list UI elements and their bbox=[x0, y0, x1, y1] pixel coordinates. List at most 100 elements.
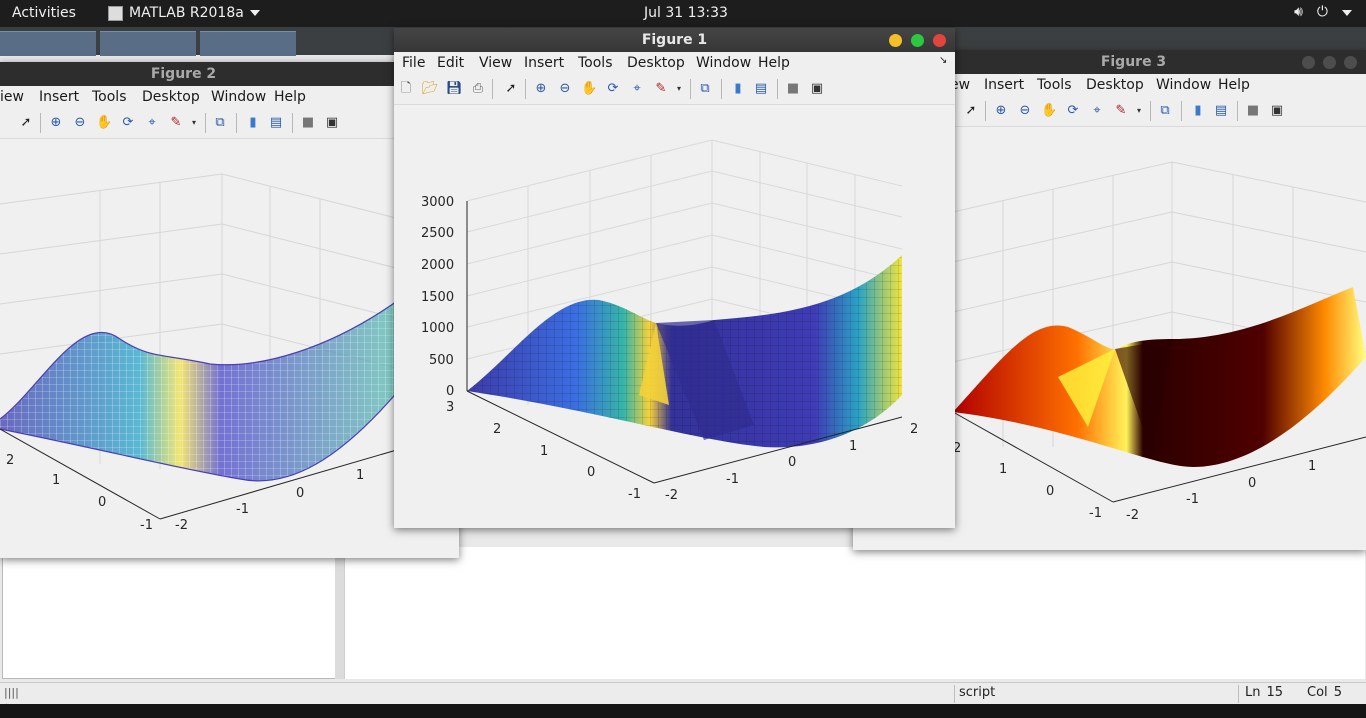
link-plot-icon[interactable]: ⧉ bbox=[215, 115, 225, 130]
menu-desktop[interactable]: Desktop bbox=[1086, 77, 1144, 93]
data-cursor-icon[interactable]: ⌖ bbox=[1093, 103, 1101, 118]
figure-1-axes[interactable]: 3000 2500 2000 1500 1000 500 0 3 2 1 0 -… bbox=[394, 105, 955, 528]
menu-window[interactable]: Window bbox=[1156, 77, 1212, 93]
pan-icon[interactable]: ✋ bbox=[96, 115, 113, 130]
app-menu[interactable]: MATLAB R2018a bbox=[108, 5, 260, 21]
menu-window[interactable]: Window bbox=[211, 89, 267, 105]
rotate-icon[interactable]: ⟳ bbox=[122, 115, 134, 130]
pointer-icon[interactable]: ➚ bbox=[20, 115, 32, 130]
brush-icon[interactable]: ✎ bbox=[170, 115, 182, 130]
pointer-icon[interactable]: ➚ bbox=[965, 103, 977, 118]
brush-dropdown-icon[interactable]: ▾ bbox=[676, 84, 681, 93]
open-file-icon[interactable]: 📂︎ bbox=[422, 81, 439, 96]
pan-icon[interactable]: ✋ bbox=[581, 81, 598, 96]
close-button[interactable] bbox=[1344, 56, 1357, 69]
menu-desktop[interactable]: Desktop bbox=[142, 89, 200, 105]
dock-figure-icon[interactable]: ↘ bbox=[939, 55, 948, 66]
volume-icon[interactable]: 🔊︎ bbox=[1294, 4, 1303, 20]
legend-icon[interactable]: ▤ bbox=[269, 115, 283, 130]
menu-tools[interactable]: Tools bbox=[1037, 77, 1072, 93]
menu-tools[interactable]: Tools bbox=[92, 89, 127, 105]
show-plot-tools-icon[interactable]: ▣ bbox=[325, 115, 339, 130]
show-plot-tools-icon[interactable]: ▣ bbox=[1270, 103, 1284, 118]
zoom-out-icon[interactable]: ⊖ bbox=[74, 115, 86, 130]
maximize-button[interactable] bbox=[911, 34, 924, 47]
menu-help[interactable]: Help bbox=[758, 55, 790, 71]
menu-file[interactable]: File bbox=[402, 55, 426, 71]
save-icon[interactable]: 💾︎ bbox=[446, 81, 463, 96]
editor-panel[interactable] bbox=[344, 547, 1365, 679]
clock[interactable]: Jul 31 13:33 bbox=[644, 5, 728, 21]
desktop-tab[interactable] bbox=[100, 31, 196, 56]
col-value: 5 bbox=[1333, 685, 1342, 700]
desktop-tab[interactable] bbox=[200, 31, 296, 56]
maximize-button[interactable] bbox=[1323, 56, 1336, 69]
brush-dropdown-icon[interactable]: ▾ bbox=[191, 118, 196, 127]
figure-2-axes[interactable]: 2 1 0 -1 -2 -1 0 1 bbox=[0, 139, 459, 558]
menu-view[interactable]: ew bbox=[950, 77, 971, 93]
menu-help[interactable]: Help bbox=[274, 89, 306, 105]
pointer-icon[interactable]: ➚ bbox=[505, 81, 517, 96]
show-plot-tools-icon[interactable]: ▣ bbox=[810, 81, 824, 96]
zoom-out-icon[interactable]: ⊖ bbox=[1019, 103, 1031, 118]
legend-icon[interactable]: ▤ bbox=[1214, 103, 1228, 118]
y-tick: 0 bbox=[1046, 484, 1054, 499]
brush-icon[interactable]: ✎ bbox=[655, 81, 667, 96]
colorbar-icon[interactable]: ▮ bbox=[1194, 103, 1202, 118]
menu-tools[interactable]: Tools bbox=[578, 55, 613, 71]
chevron-down-icon bbox=[249, 10, 260, 16]
menu-edit[interactable]: Edit bbox=[437, 55, 465, 71]
pan-icon[interactable]: ✋ bbox=[1041, 103, 1058, 118]
power-icon[interactable]: ⏻ bbox=[1316, 4, 1328, 20]
brush-icon[interactable]: ✎ bbox=[1115, 103, 1127, 118]
y-tick: 2 bbox=[493, 422, 501, 437]
hot-surface-plot: 2 1 0 -1 -2 -1 0 1 bbox=[952, 161, 1366, 523]
y-tick: 1 bbox=[52, 473, 60, 488]
link-plot-icon[interactable]: ⧉ bbox=[1160, 103, 1170, 118]
x-tick: 1 bbox=[356, 468, 364, 483]
colorbar-icon[interactable]: ▮ bbox=[249, 115, 257, 130]
figure-2-titlebar[interactable]: Figure 2 bbox=[0, 62, 459, 86]
data-cursor-icon[interactable]: ⌖ bbox=[633, 81, 641, 96]
colorbar-icon[interactable]: ▮ bbox=[734, 81, 742, 96]
figure-1-window[interactable]: Figure 1 File Edit View Insert Tools Des… bbox=[394, 28, 955, 528]
menu-window[interactable]: Window bbox=[696, 55, 752, 71]
axis-lines bbox=[466, 201, 903, 484]
new-figure-icon[interactable]: 🗋︎ bbox=[400, 81, 412, 96]
hide-plot-tools-icon[interactable]: ■ bbox=[301, 115, 315, 130]
menu-view[interactable]: iew bbox=[0, 89, 24, 105]
x-tick: -1 bbox=[726, 472, 739, 487]
zoom-in-icon[interactable]: ⊕ bbox=[535, 81, 547, 96]
x-tick: 1 bbox=[1308, 459, 1316, 474]
menu-insert[interactable]: Insert bbox=[524, 55, 565, 71]
minimize-button[interactable] bbox=[889, 34, 902, 47]
menu-insert[interactable]: Insert bbox=[39, 89, 80, 105]
activities-button[interactable]: Activities bbox=[12, 5, 76, 21]
hide-plot-tools-icon[interactable]: ■ bbox=[786, 81, 800, 96]
rotate-icon[interactable]: ⟳ bbox=[607, 81, 619, 96]
hide-plot-tools-icon[interactable]: ■ bbox=[1246, 103, 1260, 118]
z-tick: 1000 bbox=[421, 321, 454, 336]
minimize-button[interactable] bbox=[1302, 56, 1315, 69]
system-menu-chevron-icon[interactable] bbox=[1342, 10, 1352, 16]
figure-2-window[interactable]: Figure 2 iew Insert Tools Desktop Window… bbox=[0, 62, 459, 558]
menu-insert[interactable]: Insert bbox=[984, 77, 1025, 93]
zoom-in-icon[interactable]: ⊕ bbox=[50, 115, 62, 130]
x-tick: 2 bbox=[910, 422, 918, 437]
close-button[interactable] bbox=[933, 34, 946, 47]
zoom-in-icon[interactable]: ⊕ bbox=[995, 103, 1007, 118]
legend-icon[interactable]: ▤ bbox=[754, 81, 768, 96]
current-folder-panel[interactable] bbox=[2, 547, 337, 679]
zoom-out-icon[interactable]: ⊖ bbox=[559, 81, 571, 96]
figure-1-titlebar[interactable]: Figure 1 bbox=[394, 28, 955, 52]
link-plot-icon[interactable]: ⧉ bbox=[700, 81, 710, 96]
panel-divider[interactable] bbox=[335, 547, 344, 679]
desktop-tab[interactable] bbox=[0, 31, 96, 56]
data-cursor-icon[interactable]: ⌖ bbox=[148, 115, 156, 130]
menu-view[interactable]: View bbox=[479, 55, 513, 71]
menu-desktop[interactable]: Desktop bbox=[627, 55, 685, 71]
rotate-icon[interactable]: ⟳ bbox=[1067, 103, 1079, 118]
print-icon[interactable]: ⎙ bbox=[472, 81, 484, 96]
menu-help[interactable]: Help bbox=[1218, 77, 1250, 93]
brush-dropdown-icon[interactable]: ▾ bbox=[1136, 106, 1141, 115]
